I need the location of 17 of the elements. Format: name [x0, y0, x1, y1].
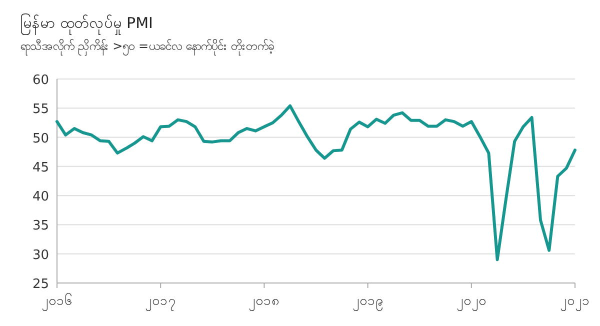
x-tick-label: ၂၀၁၆	[42, 293, 72, 311]
y-tick-label: 30	[32, 248, 49, 263]
y-tick-label: 45	[32, 160, 49, 176]
y-tick-label: 55	[32, 102, 49, 118]
y-tick-label: 25	[32, 277, 49, 292]
x-tick-label: ၂၀၁၉	[352, 294, 384, 311]
x-tick-label: ၂၀၂၀	[456, 294, 486, 311]
y-tick-label: 60	[32, 73, 49, 88]
chart-subtitle: ရာသီအလိုက် ညှိကိန်း >၅၀ =ယခင်လ နောက်ပိုင်း တိုးတက်ခဲ့	[20, 38, 274, 56]
chart-title: မြန်မာ ထုတ်လုပ်မှု PMI	[20, 13, 153, 35]
x-tick-label: ၂၀၂၁	[560, 294, 590, 311]
line-series	[56, 104, 576, 262]
x-tick-label: ၂၀၁၈	[248, 294, 280, 311]
x-tick-label: ၂၀၁၇	[145, 294, 176, 311]
y-tick-label: 35	[32, 218, 49, 234]
y-tick-label: 50	[32, 131, 49, 146]
y-tick-label: 40	[32, 190, 49, 205]
